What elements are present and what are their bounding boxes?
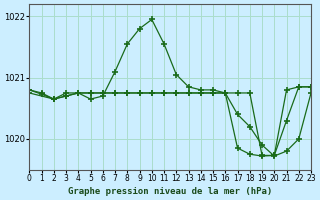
X-axis label: Graphe pression niveau de la mer (hPa): Graphe pression niveau de la mer (hPa) xyxy=(68,187,272,196)
